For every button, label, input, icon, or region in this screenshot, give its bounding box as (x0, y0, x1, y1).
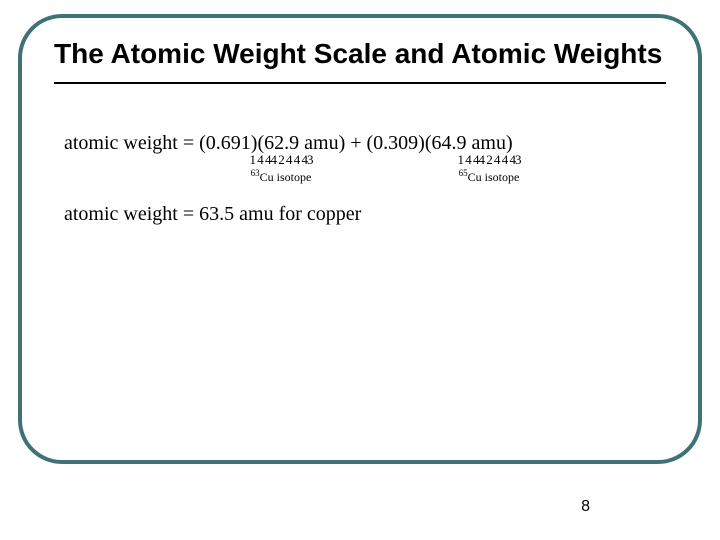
isotope1-sym: Cu isotope (260, 170, 312, 184)
content-area: atomic weight = (0.691)(62.9 amu) + (0.3… (22, 84, 698, 226)
plus-sign: + (345, 132, 366, 154)
equation-line-1: atomic weight = (0.691)(62.9 amu) + (0.3… (64, 132, 678, 155)
slide-title: The Atomic Weight Scale and Atomic Weigh… (54, 38, 666, 70)
slide-frame: The Atomic Weight Scale and Atomic Weigh… (18, 14, 702, 464)
isotope-label-2: 65Cu isotope (404, 168, 574, 185)
brace-2: 1 4 44 2 4 4 43 (404, 153, 574, 166)
brace-group-1: 1 4 44 2 4 4 43 63Cu isotope (196, 153, 366, 185)
title-block: The Atomic Weight Scale and Atomic Weigh… (22, 18, 698, 76)
brace-row: 1 4 44 2 4 4 43 63Cu isotope 1 4 44 2 4 … (64, 153, 678, 185)
term2-mass: (64.9 amu) (425, 132, 513, 154)
brace-group-2: 1 4 44 2 4 4 43 65Cu isotope (404, 153, 574, 185)
isotope1-mass: 63 (251, 168, 260, 178)
term2-abundance: (0.309) (367, 132, 425, 154)
term1-mass: (62.9 amu) (257, 132, 345, 154)
isotope-label-1: 63Cu isotope (196, 168, 366, 185)
isotope2-mass: 65 (459, 168, 468, 178)
equation-line-2: atomic weight = 63.5 amu for copper (64, 203, 678, 226)
isotope2-sym: Cu isotope (468, 170, 520, 184)
page-number: 8 (581, 498, 590, 516)
eq1-prefix: atomic weight = (64, 132, 199, 154)
brace-1: 1 4 44 2 4 4 43 (196, 153, 366, 166)
term1-abundance: (0.691) (199, 132, 257, 154)
